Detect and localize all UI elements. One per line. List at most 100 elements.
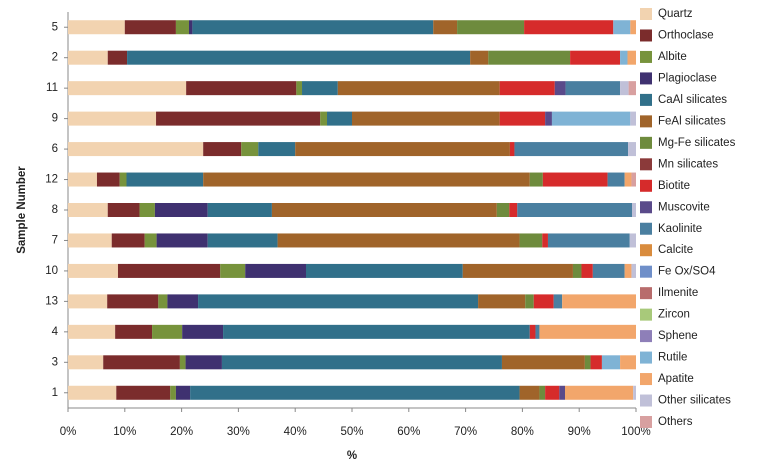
legend-swatch bbox=[640, 29, 652, 42]
bar-segment bbox=[631, 172, 636, 187]
x-tick-label: 100% bbox=[621, 426, 650, 438]
bar-segment bbox=[207, 233, 278, 248]
bar-segment bbox=[559, 385, 565, 400]
legend-swatch bbox=[640, 179, 652, 192]
bar-segment bbox=[620, 50, 628, 65]
bar-segment bbox=[223, 324, 530, 339]
bar-segment bbox=[519, 385, 540, 400]
bar-segment bbox=[542, 233, 548, 248]
bar-segment bbox=[630, 20, 636, 35]
bar-segment bbox=[337, 81, 500, 96]
bar-segment bbox=[152, 324, 183, 339]
bar-segment bbox=[524, 20, 614, 35]
y-tick-label: 2 bbox=[52, 52, 58, 64]
x-tick-label: 60% bbox=[397, 426, 420, 438]
bar-segment bbox=[144, 233, 157, 248]
bar-segment bbox=[68, 355, 104, 370]
bar-segment bbox=[565, 385, 634, 400]
bar-segment bbox=[628, 81, 636, 96]
legend-label: Mg-Fe silicates bbox=[658, 137, 736, 149]
bar-segment bbox=[117, 263, 221, 278]
y-axis-label: Sample Number bbox=[16, 166, 28, 254]
bar-segment bbox=[68, 81, 187, 96]
legend-swatch bbox=[640, 72, 652, 85]
bar-segment bbox=[156, 233, 208, 248]
legend-swatch bbox=[640, 158, 652, 171]
bar-segment bbox=[167, 294, 199, 309]
legend-swatch bbox=[640, 50, 652, 63]
x-axis-label: % bbox=[347, 450, 357, 462]
bar-segment bbox=[539, 324, 636, 339]
bar-segment bbox=[170, 385, 176, 400]
bar-segment bbox=[277, 233, 520, 248]
legend-label: Kaolinite bbox=[658, 223, 702, 235]
bar-segment bbox=[221, 355, 502, 370]
legend-swatch bbox=[640, 136, 652, 149]
y-tick-label: 5 bbox=[52, 21, 58, 33]
bar-segment bbox=[545, 385, 560, 400]
y-tick-label: 6 bbox=[52, 143, 58, 155]
bar-segment bbox=[542, 172, 608, 187]
bar-segment bbox=[551, 111, 631, 126]
bar-segment bbox=[581, 263, 593, 278]
legend-swatch bbox=[640, 373, 652, 386]
bar-segment bbox=[188, 20, 193, 35]
legend-swatch bbox=[640, 244, 652, 257]
y-tick-label: 4 bbox=[52, 326, 59, 338]
legend-swatch bbox=[640, 394, 652, 407]
bar-segment bbox=[501, 355, 585, 370]
bar-segment bbox=[529, 324, 536, 339]
bar-segment bbox=[631, 263, 636, 278]
legend-swatch bbox=[640, 8, 652, 20]
bar-segment bbox=[553, 294, 563, 309]
bar-segment bbox=[103, 355, 180, 370]
bar-segment bbox=[127, 50, 471, 65]
bar-segment bbox=[241, 142, 259, 157]
bar-segment bbox=[470, 50, 489, 65]
y-tick-label: 9 bbox=[52, 113, 58, 125]
bar-segment bbox=[607, 172, 625, 187]
bar-segment bbox=[296, 81, 303, 96]
bar-segment bbox=[462, 263, 573, 278]
x-tick-label: 20% bbox=[170, 426, 193, 438]
x-tick-label: 0% bbox=[60, 426, 77, 438]
bar-segment bbox=[68, 203, 108, 217]
bar-segment bbox=[139, 203, 155, 217]
bar-segment bbox=[68, 233, 112, 248]
bar-segment bbox=[327, 111, 352, 126]
bar-segment bbox=[198, 294, 479, 309]
bar-segment bbox=[107, 50, 128, 65]
legend-label: Biotite bbox=[658, 180, 690, 192]
bar-segment bbox=[517, 203, 633, 217]
bar-segment bbox=[182, 324, 224, 339]
x-tick-label: 80% bbox=[511, 426, 534, 438]
bar-segment bbox=[185, 355, 222, 370]
bar-segment bbox=[68, 294, 108, 309]
bar-segment bbox=[192, 20, 434, 35]
legend-swatch bbox=[640, 416, 652, 428]
bar-segment bbox=[457, 20, 525, 35]
bar-segment bbox=[547, 233, 630, 248]
bar-segment bbox=[629, 233, 636, 248]
bar-segment bbox=[320, 111, 328, 126]
legend-label: Others bbox=[658, 416, 693, 428]
bar-segment bbox=[119, 172, 127, 187]
bar-segment bbox=[478, 294, 526, 309]
legend-swatch bbox=[640, 287, 652, 300]
bar-segment bbox=[572, 263, 582, 278]
legend-label: Mn silicates bbox=[658, 158, 718, 170]
legend-label: Orthoclase bbox=[658, 30, 714, 42]
bar-segment bbox=[154, 203, 208, 217]
legend-label: Quartz bbox=[658, 8, 693, 20]
bar-segment bbox=[433, 20, 458, 35]
bar-segment bbox=[175, 20, 189, 35]
bar-segment bbox=[496, 203, 510, 217]
y-tick-label: 8 bbox=[52, 204, 58, 216]
legend-label: Albite bbox=[658, 51, 687, 63]
y-tick-label: 1 bbox=[52, 387, 58, 399]
legend-swatch bbox=[640, 201, 652, 214]
legend-swatch bbox=[640, 308, 652, 321]
bar-segment bbox=[295, 142, 510, 157]
y-tick-label: 10 bbox=[45, 265, 58, 277]
